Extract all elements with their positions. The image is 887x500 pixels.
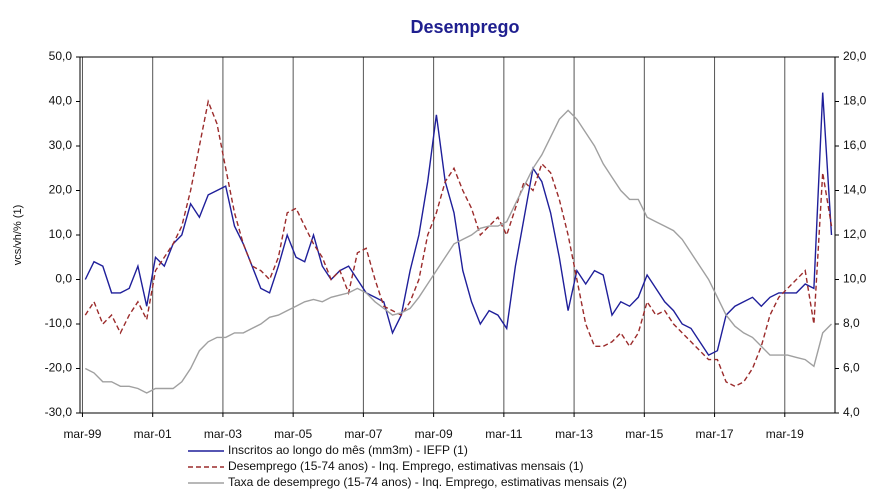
legend-label: Inscritos ao longo do mês (mm3m) - IEFP … bbox=[228, 443, 468, 457]
x-tick-label: mar-01 bbox=[134, 427, 172, 441]
y-tick-label: 0,0 bbox=[55, 272, 72, 286]
legend-label: Taxa de desemprego (15-74 anos) - Inq. E… bbox=[228, 475, 627, 489]
y2-tick-label: 16,0 bbox=[843, 138, 867, 152]
y-tick-label: -30,0 bbox=[45, 405, 73, 419]
legend-label: Desemprego (15-74 anos) - Inq. Emprego, … bbox=[228, 459, 583, 473]
y-tick-label: 20,0 bbox=[49, 183, 73, 197]
y2-tick-label: 8,0 bbox=[843, 316, 860, 330]
y-tick-label: -20,0 bbox=[45, 361, 73, 375]
y-tick-label: 10,0 bbox=[49, 227, 73, 241]
x-tick-label: mar-03 bbox=[204, 427, 242, 441]
x-tick-label: mar-09 bbox=[415, 427, 453, 441]
y-axis-label: vcs/vh/% (1) bbox=[12, 205, 24, 266]
x-tick-label: mar-19 bbox=[766, 427, 804, 441]
y2-tick-label: 12,0 bbox=[843, 227, 867, 241]
y-tick-label: 30,0 bbox=[49, 138, 73, 152]
y2-tick-label: 10,0 bbox=[843, 272, 867, 286]
x-tick-label: mar-99 bbox=[63, 427, 101, 441]
x-tick-label: mar-11 bbox=[485, 427, 522, 441]
y2-tick-label: 14,0 bbox=[843, 183, 867, 197]
plot-frame bbox=[79, 56, 836, 414]
y2-tick-label: 4,0 bbox=[843, 405, 860, 419]
y2-tick-label: 18,0 bbox=[843, 94, 867, 108]
x-tick-label: mar-15 bbox=[625, 427, 663, 441]
y-tick-label: 40,0 bbox=[49, 94, 73, 108]
y2-tick-label: 20,0 bbox=[843, 49, 867, 63]
y-tick-label: -10,0 bbox=[45, 316, 73, 330]
series-line bbox=[84, 99, 833, 388]
x-tick-label: mar-13 bbox=[555, 427, 593, 441]
x-tick-label: mar-05 bbox=[274, 427, 312, 441]
series-line bbox=[84, 109, 832, 394]
series-line bbox=[84, 92, 833, 357]
y-tick-label: 50,0 bbox=[49, 49, 73, 63]
chart-title: Desemprego bbox=[410, 17, 519, 37]
x-tick-label: mar-17 bbox=[696, 427, 734, 441]
y2-tick-label: 6,0 bbox=[843, 361, 860, 375]
x-tick-label: mar-07 bbox=[344, 427, 382, 441]
